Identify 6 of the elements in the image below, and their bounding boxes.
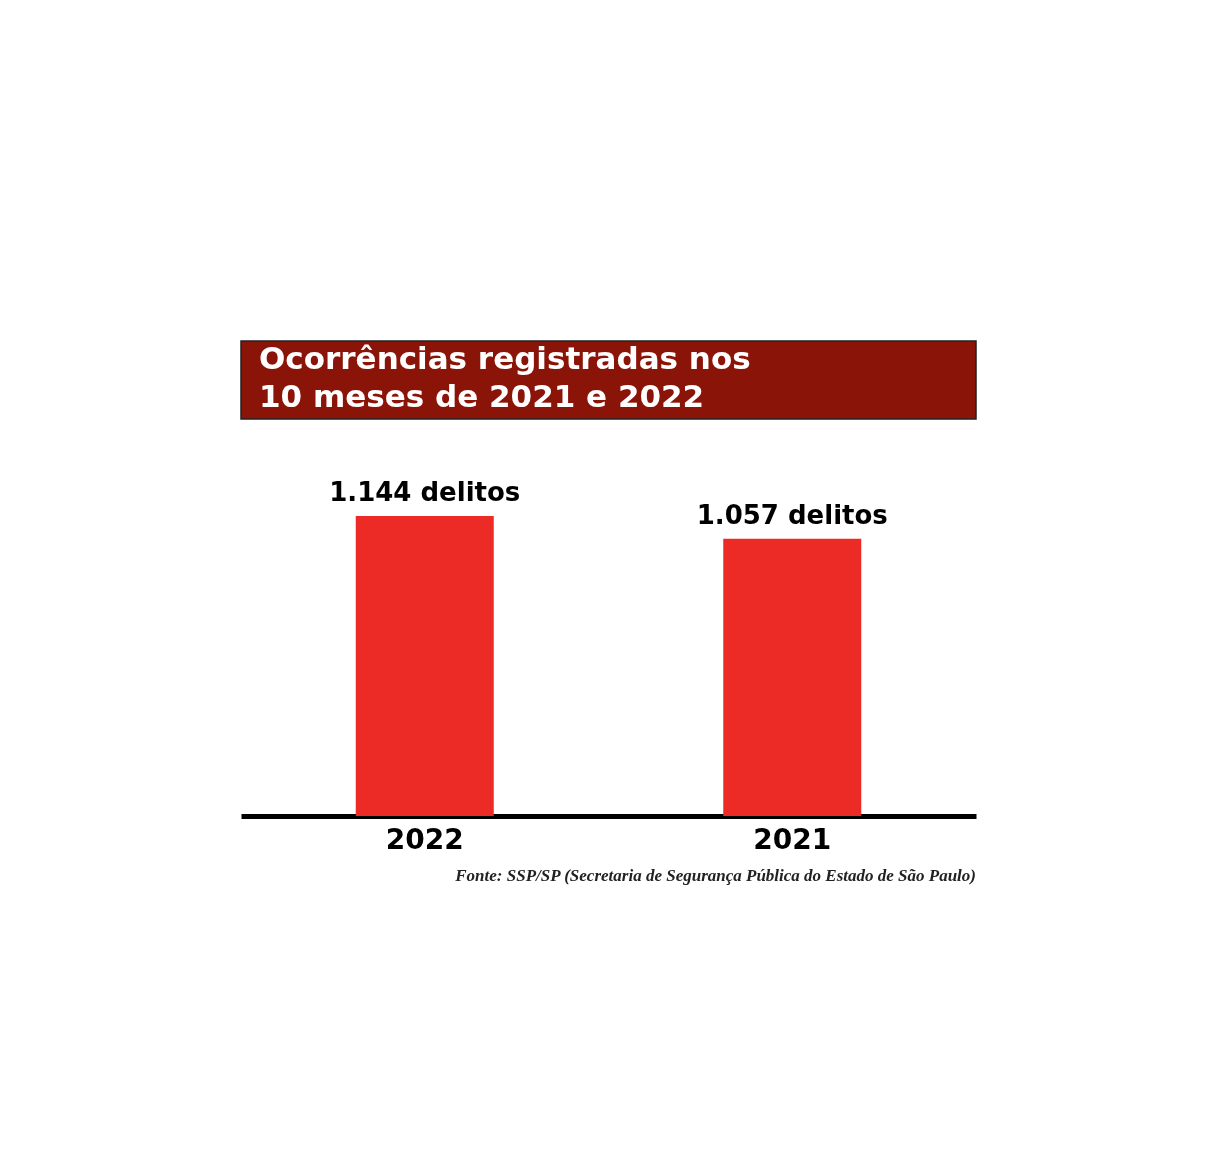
data-label: 1.057 delitos — [696, 499, 888, 530]
source-note: Fonte: SSP/SP (Secretaria de Segurança Pública do Estado de São Paulo) — [454, 866, 976, 885]
chart-title: Ocorrências registradas nos 10 meses de 2021 e 2022 — [259, 340, 751, 414]
x-tick-label: 2022 — [385, 822, 464, 856]
data-label: 1.144 delitos — [329, 477, 521, 507]
x-tick-label: 2021 — [753, 822, 832, 856]
